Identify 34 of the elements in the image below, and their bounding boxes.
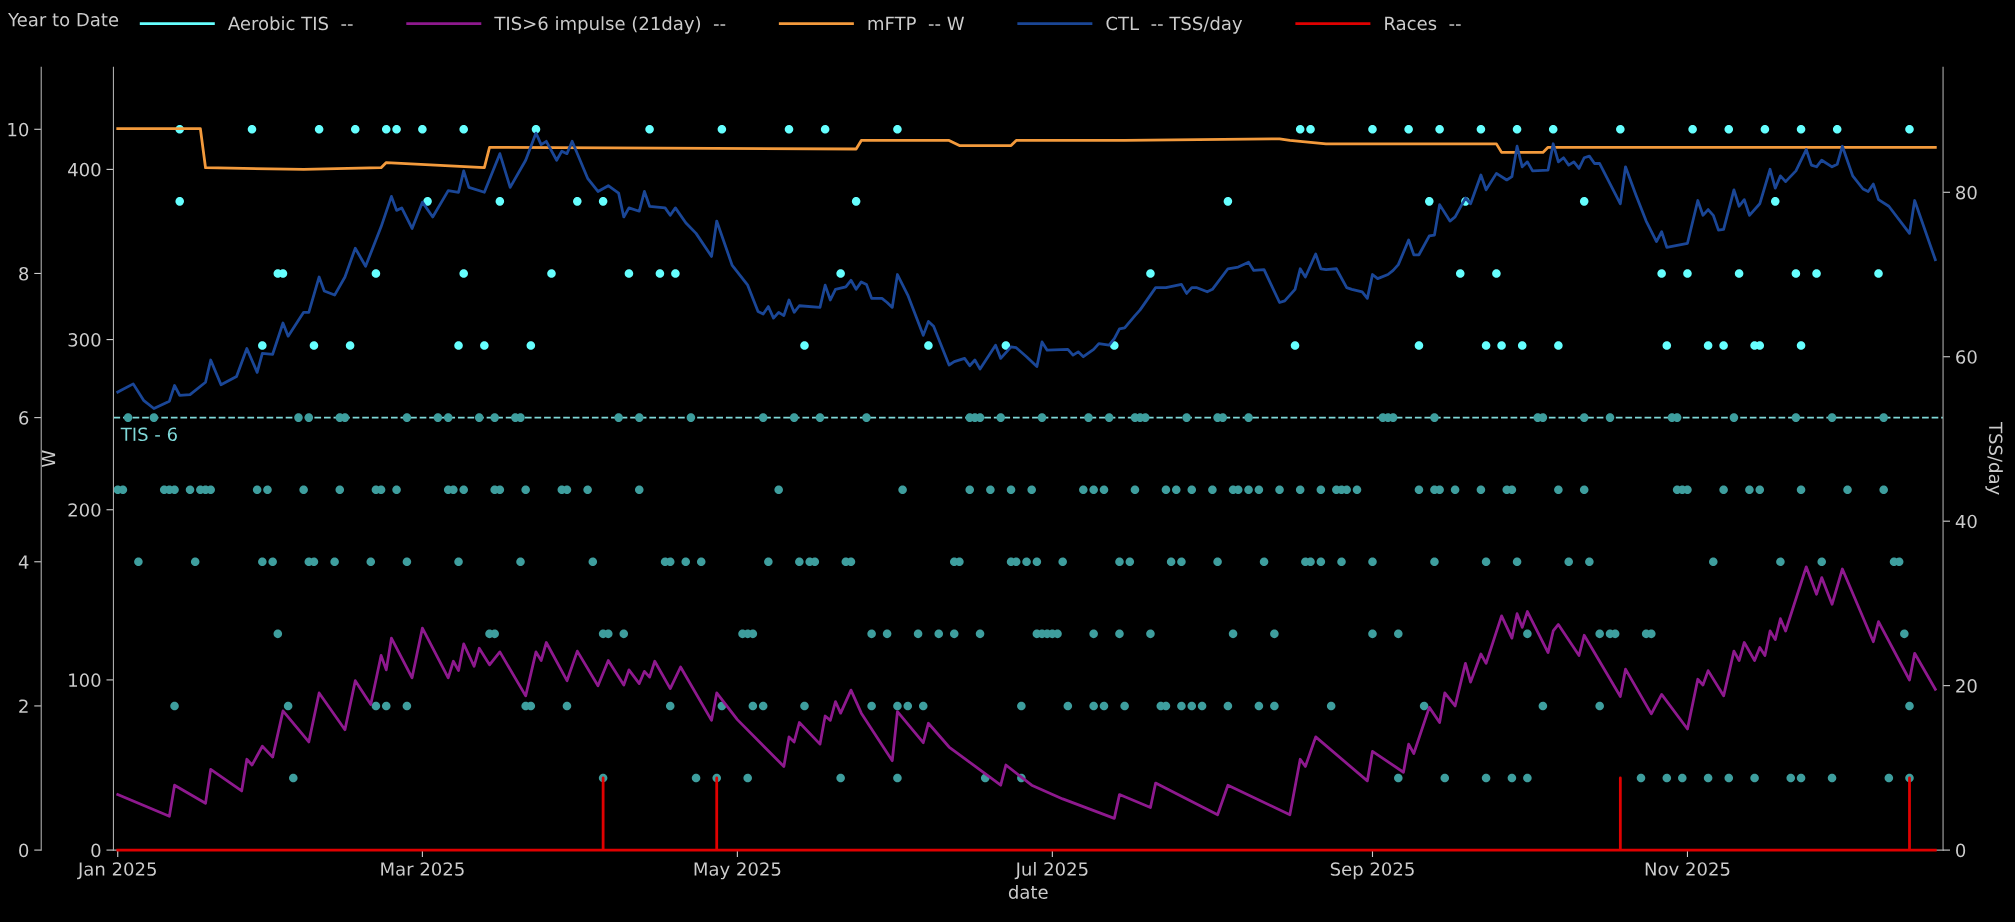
y-tick-label: 4 <box>18 555 29 569</box>
y-tick-label: 6 <box>19 411 29 425</box>
line-series <box>116 565 1937 820</box>
x-tick-label: Jan 2025 <box>77 862 156 880</box>
x-axis-title: date <box>1008 884 1048 899</box>
y2-tick-label: 0 <box>1956 843 1966 858</box>
y2-axis-title: TSS/day <box>1985 422 2003 495</box>
x-tick-label: Nov 2025 <box>1645 862 1730 876</box>
y2-tick-label: 80 <box>1956 185 1977 200</box>
x-tick-label: May 2025 <box>694 862 781 880</box>
y2-tick-label: 40 <box>1955 514 1977 529</box>
y-tick-label: 8 <box>19 266 29 281</box>
x-tick-label: Mar 2025 <box>381 862 464 876</box>
x-tick-label: Sep 2025 <box>1330 862 1414 880</box>
y3-tick-label: 200 <box>68 503 101 517</box>
legend-label: Aerobic TIS -- <box>227 16 353 31</box>
y3-tick-label: 300 <box>68 333 101 347</box>
legend-label: Races -- <box>1385 16 1461 31</box>
y-tick-label: 10 <box>8 122 29 137</box>
y2-tick-label: 60 <box>1956 350 1977 364</box>
legend-label: CTL -- TSS/day <box>1106 16 1243 34</box>
legend-label: TIS>6 impulse (21day) -- <box>494 16 726 34</box>
legend-title: Year to Date <box>8 13 119 27</box>
y3-tick-label: 100 <box>69 673 101 688</box>
legend-label: mFTP -- W <box>868 16 965 30</box>
y-tick-label: 0 <box>19 843 29 858</box>
y-tick-label: 2 <box>19 699 28 713</box>
y3-tick-label: 0 <box>91 843 101 858</box>
line-series <box>116 127 1937 171</box>
y3-axis-title: W <box>41 450 56 468</box>
x-tick-label: Jul 2025 <box>1014 861 1088 880</box>
ref-line-label: TIS - 6 <box>120 427 177 442</box>
y3-tick-label: 400 <box>68 162 101 177</box>
y2-tick-label: 20 <box>1956 679 1977 693</box>
